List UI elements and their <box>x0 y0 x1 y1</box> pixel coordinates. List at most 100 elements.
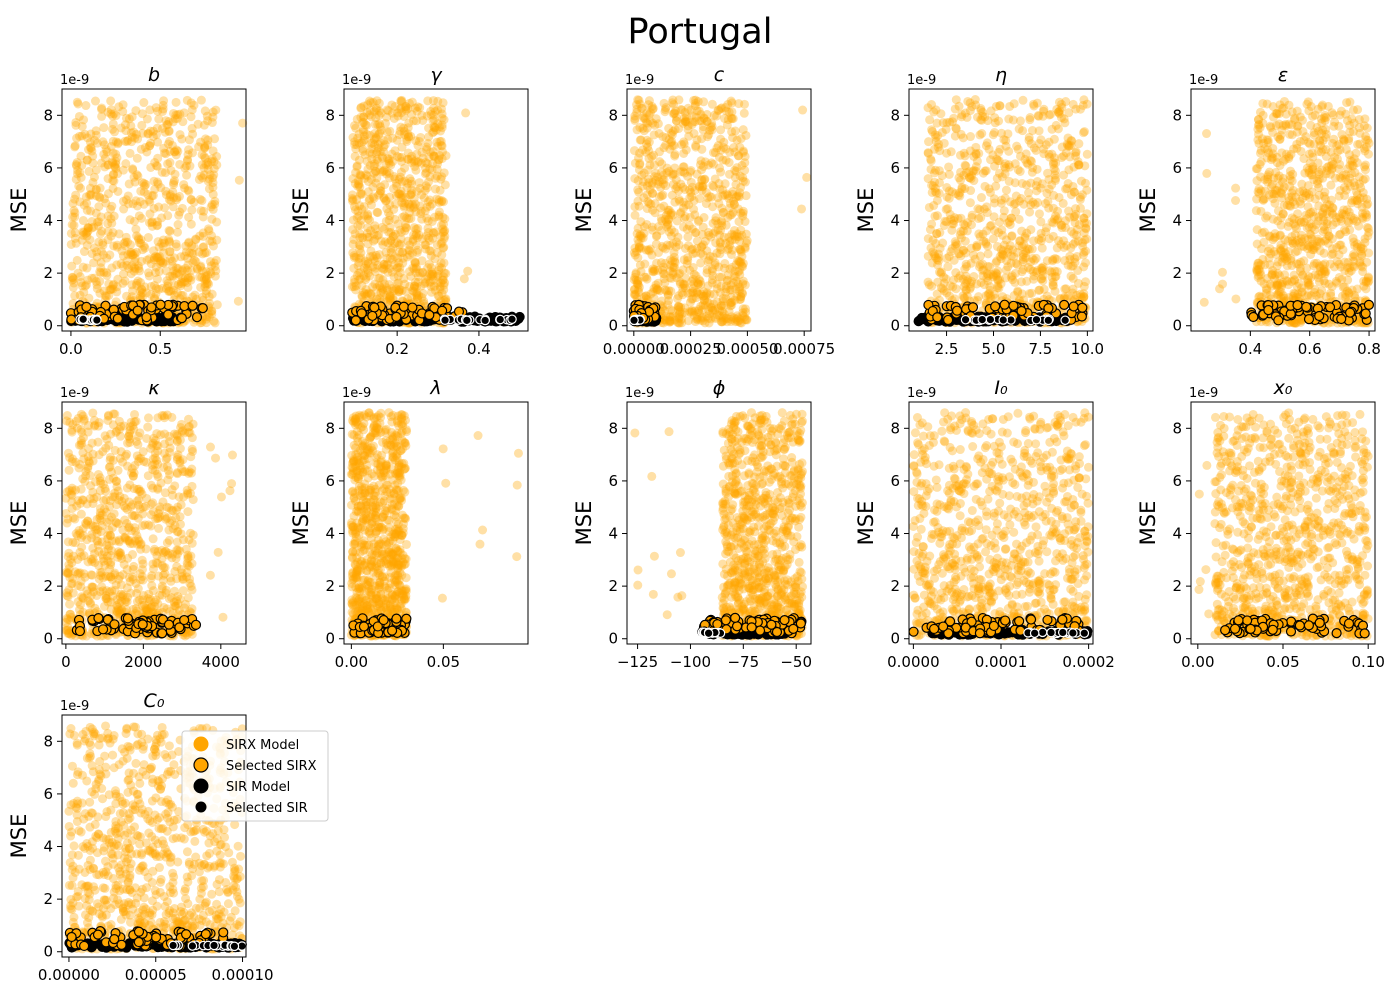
sirx-point <box>190 290 200 300</box>
sirx-point <box>96 268 106 278</box>
sirx-point <box>95 183 105 193</box>
sirx-point <box>930 177 940 187</box>
sirx-point <box>664 286 674 296</box>
sirx-point <box>90 96 100 106</box>
sirx-point <box>83 223 93 233</box>
sirx-point <box>172 114 182 124</box>
sirx-point <box>739 99 749 109</box>
sirx-point <box>199 242 209 252</box>
sirx-point <box>165 136 175 146</box>
sirx-point <box>135 266 145 276</box>
points-eta <box>913 95 1092 328</box>
sirx-point <box>666 208 676 218</box>
sirx-point <box>210 271 220 281</box>
sirx-point <box>1015 116 1025 126</box>
sirx-point <box>98 240 108 250</box>
sirx-point <box>75 168 85 178</box>
sirx-point <box>975 232 985 242</box>
sirx-point <box>1014 124 1024 134</box>
sirx-point <box>152 217 162 227</box>
sirx-point <box>165 247 175 257</box>
sirx-point <box>99 149 109 159</box>
sirx-point <box>206 231 216 241</box>
sirx-point <box>108 183 118 193</box>
sirx-point <box>388 231 398 241</box>
points-gamma <box>347 95 525 328</box>
sirx-point <box>420 279 430 289</box>
sirx-point <box>738 304 748 314</box>
sirx-point <box>200 279 210 289</box>
sirx-point <box>679 255 689 265</box>
sirx-point <box>1022 276 1032 286</box>
sirx-point <box>195 262 205 272</box>
sirx-point <box>664 135 674 145</box>
sirx-point <box>180 163 190 173</box>
sirx-point <box>710 226 720 236</box>
sirx-point <box>103 174 113 184</box>
sirx-point <box>953 273 963 283</box>
sirx-point <box>423 223 433 233</box>
sirx-point <box>212 235 222 245</box>
sirx-point <box>161 186 171 196</box>
sirx-point <box>132 231 142 241</box>
sirx-point <box>657 191 667 201</box>
sirx-point <box>145 126 155 136</box>
sirx-point <box>202 278 212 288</box>
sirx-point <box>98 238 108 248</box>
sirx-point <box>157 283 167 293</box>
sirx-point <box>134 238 144 248</box>
sirx-point <box>184 248 194 258</box>
sirx-point <box>397 95 407 105</box>
sirx-point <box>149 203 159 213</box>
sirx-point <box>923 234 933 244</box>
sirx-point <box>1033 198 1043 208</box>
sirx-point <box>665 315 675 325</box>
sirx-point <box>107 201 117 211</box>
sirx-point <box>172 195 182 205</box>
sirx-point <box>181 161 191 171</box>
sirx-point <box>698 222 708 232</box>
sirx-point <box>150 184 160 194</box>
sirx-point <box>427 287 437 297</box>
sirx-point <box>83 223 93 233</box>
sirx-point <box>82 205 92 215</box>
sirx-point <box>111 156 121 166</box>
sirx-point <box>679 139 689 149</box>
sirx-point <box>975 130 985 140</box>
sirx-point <box>127 261 137 271</box>
sirx-point <box>989 128 999 138</box>
sirx-point <box>67 275 77 285</box>
sirx-point <box>139 98 149 108</box>
sirx-point <box>380 180 390 190</box>
sirx-point <box>70 208 80 218</box>
sirx-point <box>1041 223 1051 233</box>
sirx-point <box>193 119 203 129</box>
sirx-point <box>697 175 707 185</box>
sirx-point <box>200 248 210 258</box>
sirx-point <box>168 117 178 127</box>
sirx-point <box>348 195 358 205</box>
sirx-point <box>995 101 1005 111</box>
sirx-point <box>185 161 195 171</box>
sirx-point <box>966 220 976 230</box>
sirx-point <box>144 195 154 205</box>
sirx-point <box>187 123 197 133</box>
sirx-point <box>175 191 185 201</box>
sirx-point <box>207 309 217 319</box>
sirx-point <box>187 105 197 115</box>
y-tick-label: 0 <box>325 317 335 335</box>
sirx-point <box>210 199 220 209</box>
sirx-point <box>643 100 653 110</box>
sirx-point <box>212 300 222 310</box>
sirx-point <box>944 162 954 172</box>
sirx-point <box>133 261 143 271</box>
sirx-point <box>676 207 686 217</box>
sirx-point <box>433 141 443 151</box>
sirx-point <box>191 235 201 245</box>
sirx-point <box>142 147 152 157</box>
sirx-point <box>137 109 147 119</box>
sirx-point <box>211 255 221 265</box>
sirx-point <box>72 255 82 265</box>
selected-sir-point <box>960 314 971 325</box>
sirx-point <box>157 238 167 248</box>
